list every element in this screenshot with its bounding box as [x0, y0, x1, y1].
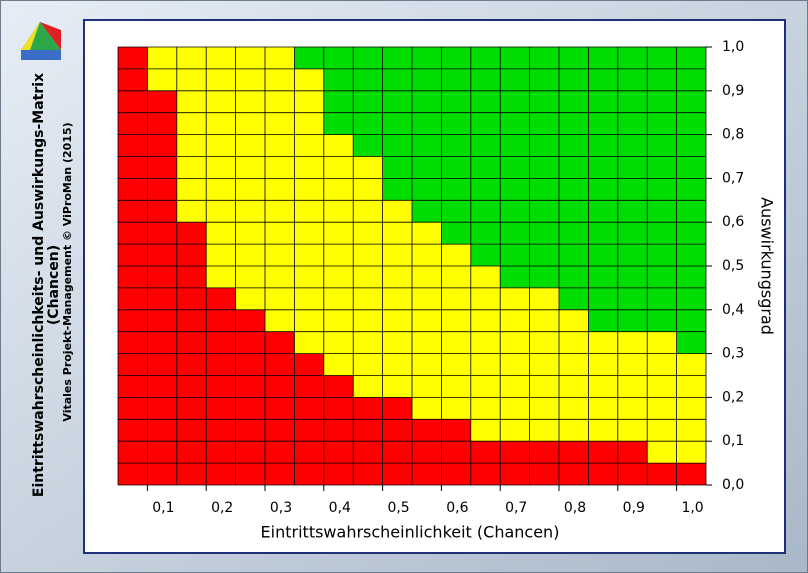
green-zone: [500, 47, 530, 288]
x-tick-label: 0,8: [564, 500, 586, 516]
yellow-zone: [588, 331, 618, 442]
x-tick-label: 0,7: [505, 500, 527, 516]
x-tick-label: 0,6: [446, 500, 468, 516]
green-zone: [529, 47, 559, 288]
y-tick-label: 0,6: [722, 214, 744, 230]
x-tick-label: 0,5: [387, 500, 409, 516]
y-axis-label: Auswirkungsgrad: [758, 197, 777, 335]
red-zone: [206, 287, 236, 485]
yellow-zone: [294, 68, 324, 354]
red-zone: [441, 419, 471, 485]
title-line: Eintrittswahrscheinlichkeits- und Auswir…: [31, 73, 47, 497]
red-zone: [323, 375, 354, 485]
yellow-zone: [353, 156, 383, 398]
y-tick-label: 0,4: [722, 302, 744, 318]
green-zone: [588, 47, 618, 332]
red-zone: [647, 463, 677, 485]
red-zone: [265, 331, 295, 485]
yellow-zone: [206, 47, 236, 288]
y-tick-label: 1,0: [722, 39, 744, 55]
logo: [21, 22, 61, 60]
y-tick-label: 0,1: [722, 433, 744, 449]
y-tick-label: 0,2: [722, 389, 744, 405]
x-tick-label: 0,3: [270, 500, 292, 516]
yellow-zone: [617, 331, 648, 442]
yellow-zone: [676, 353, 706, 464]
red-zone: [412, 419, 442, 485]
credit: Vitales Projekt-Management © ViProMan (2…: [61, 122, 74, 421]
y-tick-label: 0,8: [722, 127, 744, 143]
x-tick-label: 1,0: [681, 500, 703, 516]
yellow-zone: [323, 134, 354, 376]
yellow-zone: [412, 222, 442, 420]
y-tick-label: 0,5: [722, 258, 744, 274]
y-tick-label: 0,9: [722, 83, 744, 99]
x-tick-label: 0,2: [211, 500, 233, 516]
green-zone: [382, 47, 412, 201]
x-axis-label: Eintrittswahrscheinlichkeit (Chancen): [261, 523, 560, 542]
yellow-zone: [529, 287, 559, 442]
y-tick-label: 0,0: [722, 477, 744, 493]
y-tick-label: 0,7: [722, 170, 744, 186]
yellow-zone: [382, 200, 412, 398]
yellow-zone: [265, 47, 295, 332]
green-zone: [353, 47, 383, 157]
y-tick-label: 0,3: [722, 346, 744, 362]
x-tick-label: 0,9: [623, 500, 645, 516]
title-line: (Chancen): [46, 245, 62, 325]
yellow-zone: [500, 287, 530, 442]
green-zone: [617, 47, 648, 332]
x-tick-label: 0,1: [152, 500, 174, 516]
green-zone: [647, 47, 677, 332]
green-zone: [441, 47, 471, 245]
plot: 0,1 0,2 0,3 0,4 0,5 0,6 0,7 0,8 0,9 1,0 0,0 0,1 0,2 0…: [117, 39, 744, 516]
x-tick-label: 0,4: [329, 500, 351, 516]
red-zone: [676, 463, 706, 485]
green-zone: [294, 47, 324, 69]
